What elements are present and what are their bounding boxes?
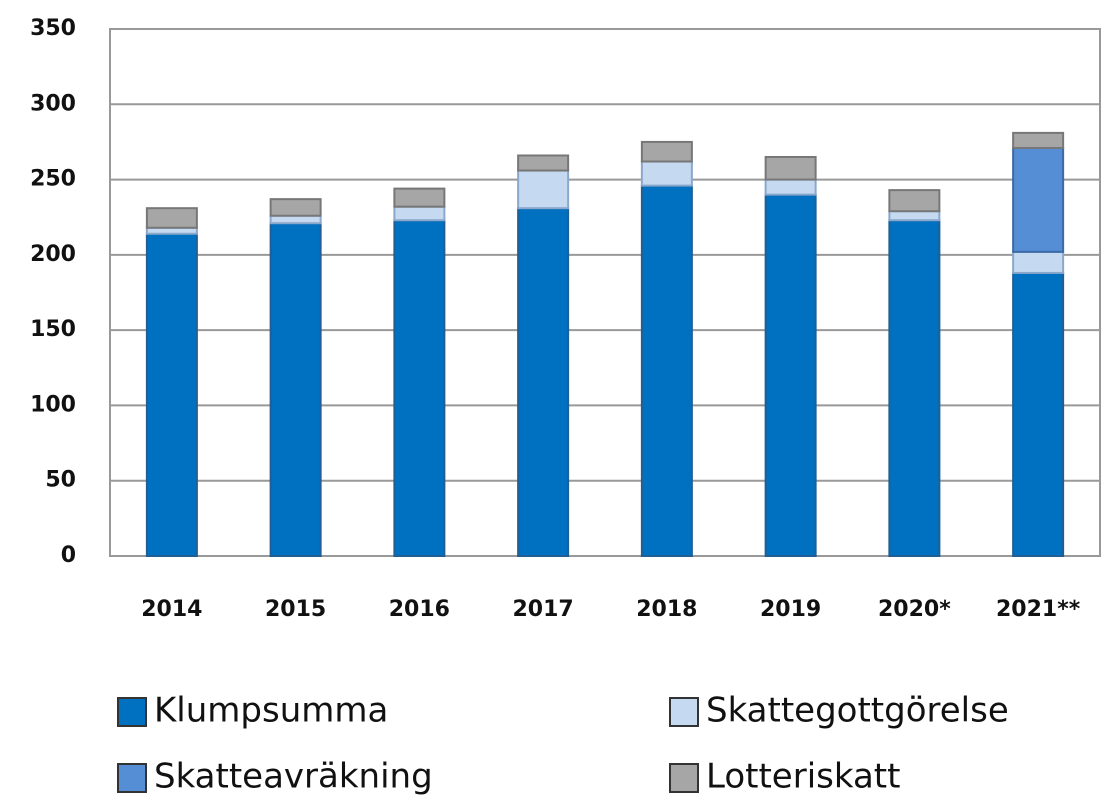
bar-segment <box>145 207 198 229</box>
legend-swatch <box>669 763 699 793</box>
bar-segment <box>888 210 941 222</box>
y-tick-label: 100 <box>30 392 76 417</box>
bar-segment <box>640 140 693 163</box>
bar-segment <box>1012 250 1065 274</box>
y-tick-label: 250 <box>30 167 76 192</box>
bar-segment <box>888 189 941 213</box>
legend-swatch <box>117 697 147 727</box>
bar-segment <box>764 155 817 181</box>
legend-label: Klumpsumma <box>154 691 388 731</box>
x-tick-label: 2021** <box>996 597 1081 622</box>
bar-segment <box>393 187 446 208</box>
y-tick-label: 200 <box>30 242 76 267</box>
bar-segment <box>269 198 322 217</box>
bar-segment <box>517 154 570 172</box>
plot-frame <box>109 28 1101 557</box>
x-tick-label: 2018 <box>636 597 697 622</box>
x-tick-label: 2016 <box>389 597 450 622</box>
bar-segment <box>517 207 570 557</box>
legend-label: Lotteriskatt <box>706 757 900 797</box>
bar-segment <box>393 219 446 557</box>
y-tick-label: 150 <box>30 317 76 342</box>
x-tick-label: 2020* <box>878 597 951 622</box>
legend-label: Skattegottgörelse <box>706 691 1009 731</box>
y-tick-label: 350 <box>30 16 76 41</box>
bar-segment <box>145 232 198 558</box>
bar-segment <box>269 222 322 557</box>
y-tick-label: 50 <box>45 468 76 493</box>
bar-segment <box>764 193 817 557</box>
y-tick-label: 0 <box>61 543 76 568</box>
bar-segment <box>1012 271 1065 557</box>
bar-segment <box>888 219 941 557</box>
x-tick-label: 2015 <box>265 597 326 622</box>
bar-segment <box>393 205 446 222</box>
bar-segment <box>269 214 322 225</box>
bar-segment <box>1012 131 1065 149</box>
bar-segment <box>1012 146 1065 253</box>
bar-segment <box>764 178 817 196</box>
legend-label: Skatteavräkning <box>154 757 433 797</box>
bar-segment <box>640 184 693 557</box>
x-tick-label: 2017 <box>513 597 574 622</box>
x-tick-label: 2014 <box>141 597 202 622</box>
y-tick-label: 300 <box>30 91 76 116</box>
x-tick-label: 2019 <box>760 597 821 622</box>
bar-segment <box>640 160 693 187</box>
legend-swatch <box>117 763 147 793</box>
legend-swatch <box>669 697 699 727</box>
bar-segment <box>517 169 570 210</box>
